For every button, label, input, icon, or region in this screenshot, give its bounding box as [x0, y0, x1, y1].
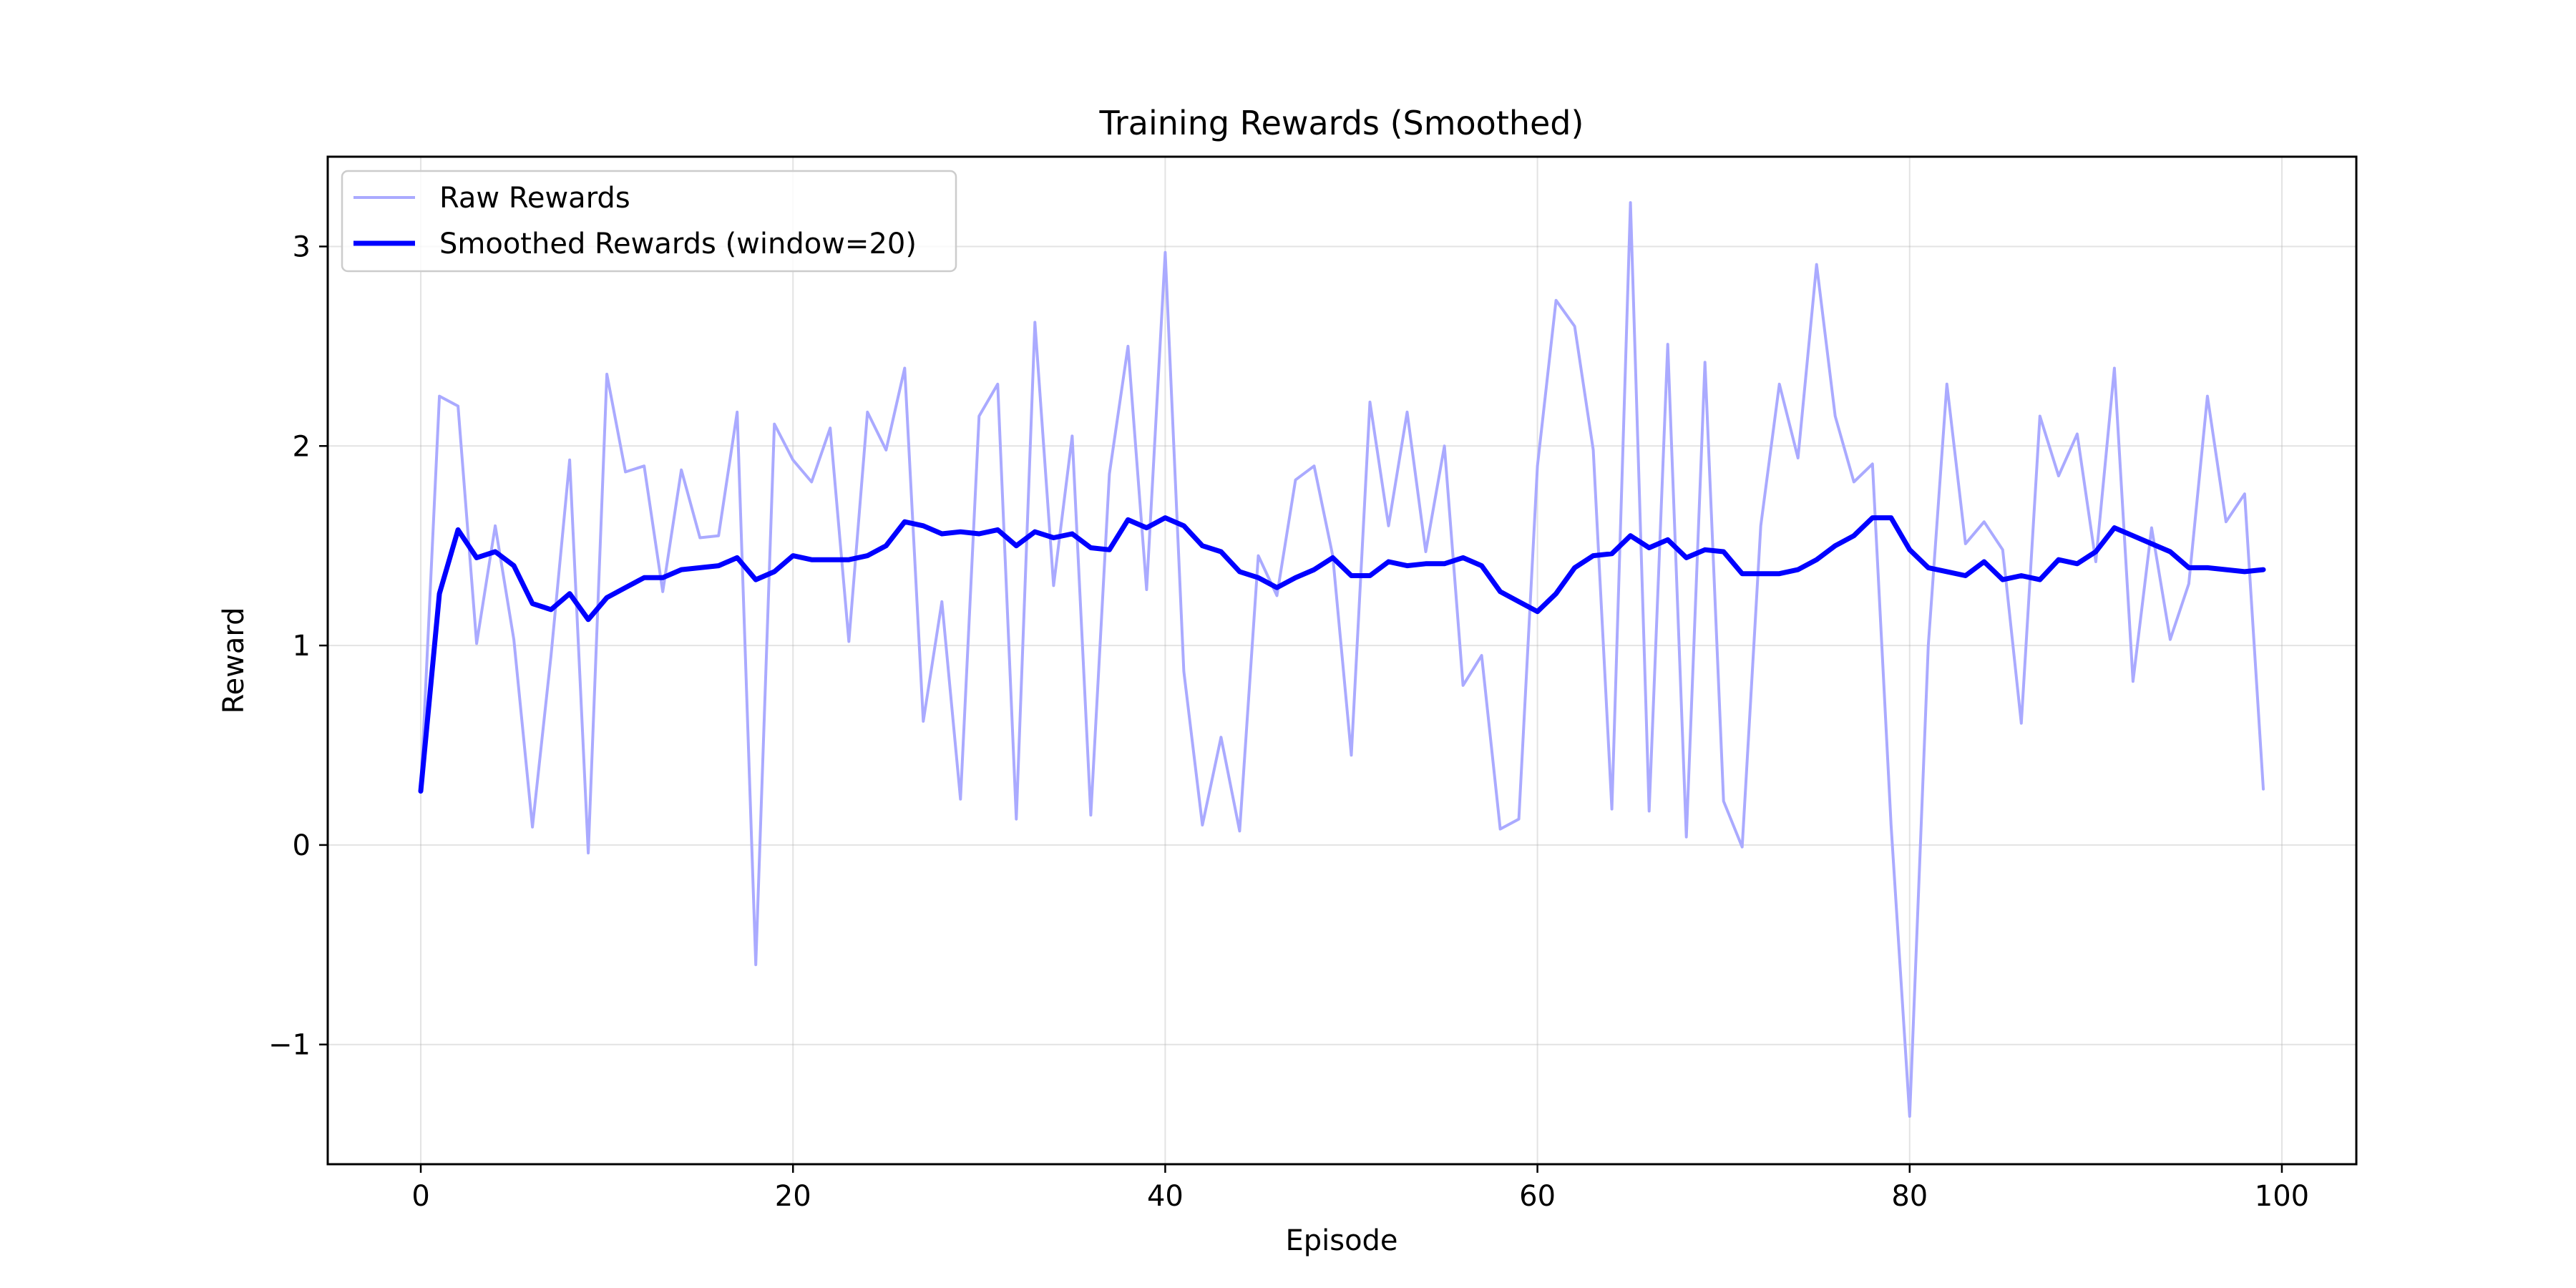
y-tick-label: −1 [268, 1029, 311, 1062]
x-tick-label: 0 [411, 1180, 429, 1213]
series-line-smoothed-rewards [418, 515, 2266, 794]
y-tick-label: 1 [293, 630, 311, 663]
grid [328, 157, 2356, 1164]
x-tick-label: 60 [1519, 1180, 1556, 1213]
x-tick-label: 80 [1891, 1180, 1928, 1213]
x-axis-label: Episode [1285, 1224, 1397, 1257]
chart-title: Training Rewards (Smoothed) [1099, 104, 1584, 142]
legend-label-smoothed-rewards: Smoothed Rewards (window=20) [439, 228, 917, 260]
axis-ticks: 0 20 40 60 80 100 −1 0 1 2 3 [268, 230, 2309, 1213]
x-tick-label: 100 [2255, 1180, 2309, 1213]
series-layer [418, 201, 2266, 1118]
y-axis-label: Reward [218, 608, 250, 714]
legend-label-raw-rewards: Raw Rewards [439, 182, 630, 215]
series-line-raw-rewards [419, 201, 2265, 1118]
y-tick-label: 2 [293, 430, 311, 463]
legend-box [341, 170, 957, 273]
y-tick-label: 0 [293, 829, 311, 862]
plot-frame [326, 155, 2358, 1166]
x-tick-label: 20 [775, 1180, 811, 1213]
y-tick-label: 3 [293, 230, 311, 263]
legend: Raw Rewards Smoothed Rewards (window=20) [341, 170, 957, 273]
x-tick-label: 40 [1147, 1180, 1184, 1213]
